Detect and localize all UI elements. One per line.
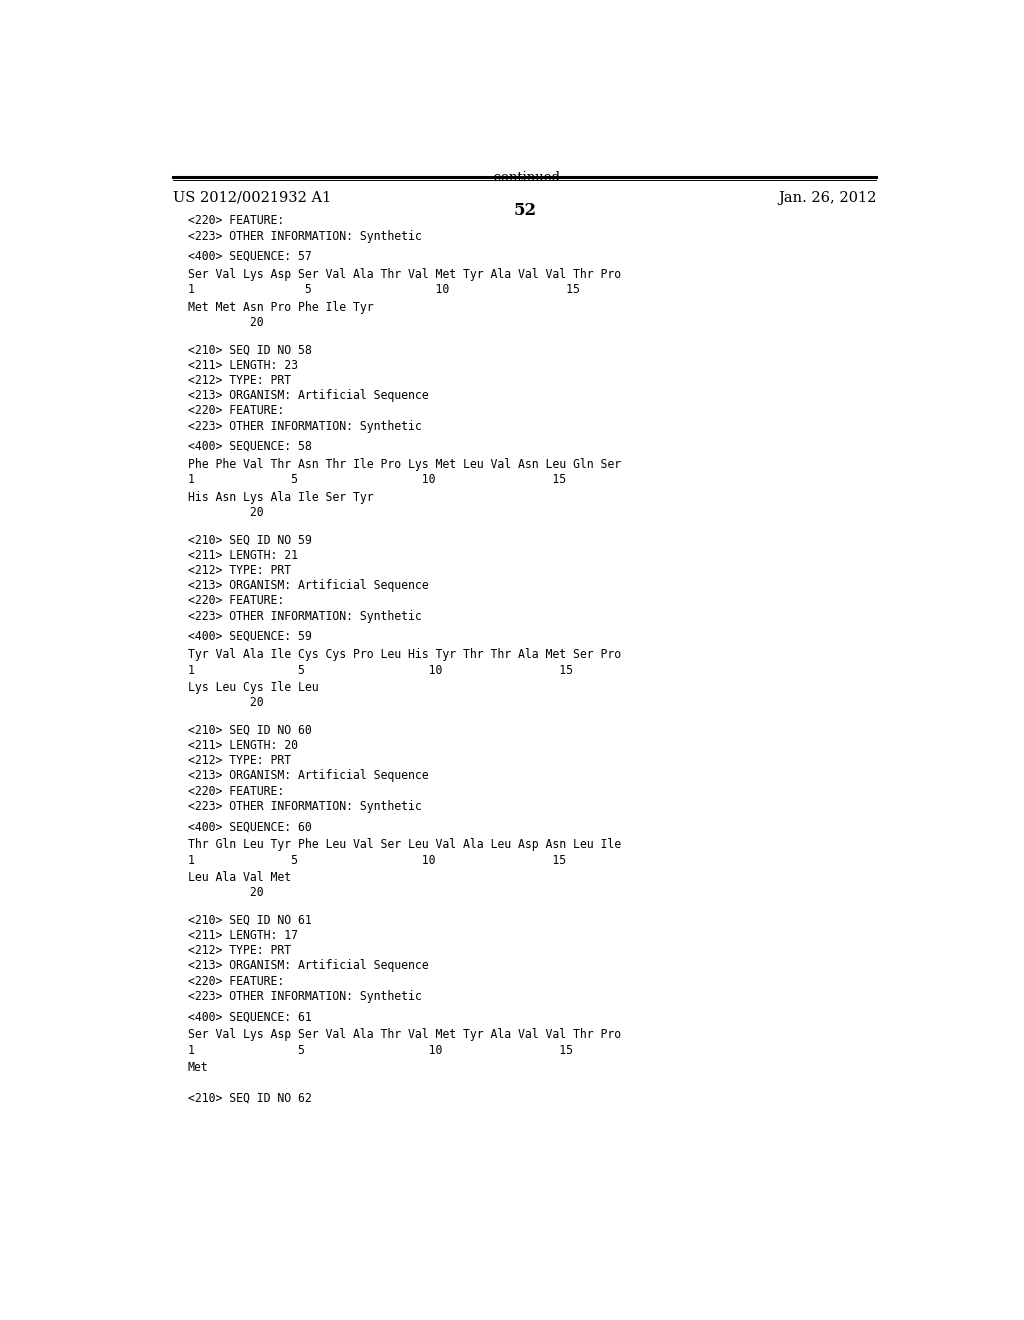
Text: US 2012/0021932 A1: US 2012/0021932 A1 (173, 191, 332, 205)
Text: <223> OTHER INFORMATION: Synthetic: <223> OTHER INFORMATION: Synthetic (187, 610, 421, 623)
Text: <211> LENGTH: 20: <211> LENGTH: 20 (187, 739, 298, 752)
Text: <223> OTHER INFORMATION: Synthetic: <223> OTHER INFORMATION: Synthetic (187, 800, 421, 813)
Text: Thr Gln Leu Tyr Phe Leu Val Ser Leu Val Ala Leu Asp Asn Leu Ile: Thr Gln Leu Tyr Phe Leu Val Ser Leu Val … (187, 838, 621, 851)
Text: <400> SEQUENCE: 58: <400> SEQUENCE: 58 (187, 440, 311, 453)
Text: <211> LENGTH: 23: <211> LENGTH: 23 (187, 359, 298, 372)
Text: 1                5                  10                 15: 1 5 10 15 (187, 284, 580, 297)
Text: Met: Met (187, 1061, 208, 1074)
Text: <210> SEQ ID NO 61: <210> SEQ ID NO 61 (187, 913, 311, 927)
Text: 20: 20 (187, 506, 263, 519)
Text: <220> FEATURE:: <220> FEATURE: (187, 784, 284, 797)
Text: <211> LENGTH: 21: <211> LENGTH: 21 (187, 549, 298, 562)
Text: 52: 52 (513, 202, 537, 219)
Text: <210> SEQ ID NO 60: <210> SEQ ID NO 60 (187, 723, 311, 737)
Text: <220> FEATURE:: <220> FEATURE: (187, 404, 284, 417)
Text: Lys Leu Cys Ile Leu: Lys Leu Cys Ile Leu (187, 681, 318, 694)
Text: <213> ORGANISM: Artificial Sequence: <213> ORGANISM: Artificial Sequence (187, 960, 428, 973)
Text: 1              5                  10                 15: 1 5 10 15 (187, 474, 565, 487)
Text: <213> ORGANISM: Artificial Sequence: <213> ORGANISM: Artificial Sequence (187, 770, 428, 783)
Text: <220> FEATURE:: <220> FEATURE: (187, 974, 284, 987)
Text: <400> SEQUENCE: 59: <400> SEQUENCE: 59 (187, 630, 311, 643)
Text: Jan. 26, 2012: Jan. 26, 2012 (778, 191, 877, 205)
Text: 20: 20 (187, 315, 263, 329)
Text: <212> TYPE: PRT: <212> TYPE: PRT (187, 564, 291, 577)
Text: Ser Val Lys Asp Ser Val Ala Thr Val Met Tyr Ala Val Val Thr Pro: Ser Val Lys Asp Ser Val Ala Thr Val Met … (187, 268, 621, 281)
Text: <212> TYPE: PRT: <212> TYPE: PRT (187, 944, 291, 957)
Text: <210> SEQ ID NO 62: <210> SEQ ID NO 62 (187, 1092, 311, 1105)
Text: <400> SEQUENCE: 57: <400> SEQUENCE: 57 (187, 249, 311, 263)
Text: 1               5                  10                 15: 1 5 10 15 (187, 664, 572, 677)
Text: 1              5                  10                 15: 1 5 10 15 (187, 854, 565, 867)
Text: 20: 20 (187, 886, 263, 899)
Text: <220> FEATURE:: <220> FEATURE: (187, 594, 284, 607)
Text: <213> ORGANISM: Artificial Sequence: <213> ORGANISM: Artificial Sequence (187, 389, 428, 403)
Text: <223> OTHER INFORMATION: Synthetic: <223> OTHER INFORMATION: Synthetic (187, 420, 421, 433)
Text: <223> OTHER INFORMATION: Synthetic: <223> OTHER INFORMATION: Synthetic (187, 230, 421, 243)
Text: Phe Phe Val Thr Asn Thr Ile Pro Lys Met Leu Val Asn Leu Gln Ser: Phe Phe Val Thr Asn Thr Ile Pro Lys Met … (187, 458, 621, 471)
Text: 1               5                  10                 15: 1 5 10 15 (187, 1044, 572, 1057)
Text: Met Met Asn Pro Phe Ile Tyr: Met Met Asn Pro Phe Ile Tyr (187, 301, 373, 314)
Text: 20: 20 (187, 696, 263, 709)
Text: <220> FEATURE:: <220> FEATURE: (187, 214, 284, 227)
Text: <211> LENGTH: 17: <211> LENGTH: 17 (187, 929, 298, 942)
Text: <210> SEQ ID NO 59: <210> SEQ ID NO 59 (187, 533, 311, 546)
Text: <212> TYPE: PRT: <212> TYPE: PRT (187, 374, 291, 387)
Text: <210> SEQ ID NO 58: <210> SEQ ID NO 58 (187, 343, 311, 356)
Text: Leu Ala Val Met: Leu Ala Val Met (187, 871, 291, 884)
Text: <400> SEQUENCE: 61: <400> SEQUENCE: 61 (187, 1010, 311, 1023)
Text: <213> ORGANISM: Artificial Sequence: <213> ORGANISM: Artificial Sequence (187, 579, 428, 593)
Text: <400> SEQUENCE: 60: <400> SEQUENCE: 60 (187, 820, 311, 833)
Text: <212> TYPE: PRT: <212> TYPE: PRT (187, 754, 291, 767)
Text: Ser Val Lys Asp Ser Val Ala Thr Val Met Tyr Ala Val Val Thr Pro: Ser Val Lys Asp Ser Val Ala Thr Val Met … (187, 1028, 621, 1041)
Text: -continued: -continued (489, 170, 560, 183)
Text: Tyr Val Ala Ile Cys Cys Pro Leu His Tyr Thr Thr Ala Met Ser Pro: Tyr Val Ala Ile Cys Cys Pro Leu His Tyr … (187, 648, 621, 661)
Text: <223> OTHER INFORMATION: Synthetic: <223> OTHER INFORMATION: Synthetic (187, 990, 421, 1003)
Text: His Asn Lys Ala Ile Ser Tyr: His Asn Lys Ala Ile Ser Tyr (187, 491, 373, 504)
